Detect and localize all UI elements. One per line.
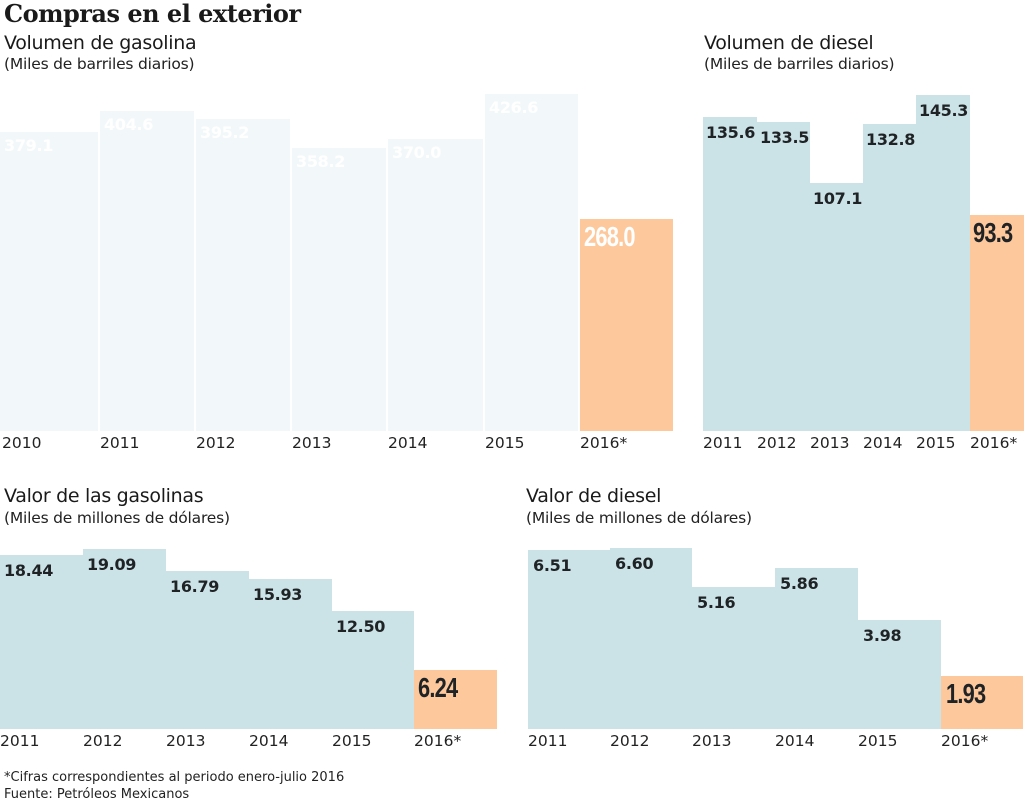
diesel-volume-value-label: 145.3 (919, 101, 969, 120)
footnote: *Cifras correspondientes al periodo ener… (4, 770, 345, 785)
gasoline-volume-title: Volumen de gasolina (4, 32, 197, 54)
gasoline-value-x-tick-label: 2015 (332, 732, 372, 750)
gasoline-value-title: Valor de las gasolinas (4, 485, 204, 507)
diesel-value-chart: 6.51 2011 6.60 2012 5.16 2013 5.86 2014 3.98 2015… (528, 548, 1023, 750)
diesel-value-x-tick-label: 2016* (941, 732, 989, 750)
diesel-value-x-tick-label: 2011 (528, 732, 568, 750)
diesel-volume-title: Volumen de diesel (704, 32, 874, 54)
diesel-value-value-label: 1.93 (946, 678, 986, 710)
main-title: Compras en el exterior (4, 0, 301, 28)
gasoline-value-bar (249, 578, 332, 729)
gasoline-volume-bar (196, 118, 290, 431)
diesel-volume-value-label: 135.6 (706, 123, 756, 143)
gasoline-value-value-label: 6.24 (418, 672, 458, 704)
diesel-value-value-label: 5.86 (780, 574, 819, 594)
gasoline-volume-bar (388, 138, 483, 431)
gasoline-value-x-tick-label: 2012 (83, 732, 123, 750)
gasoline-value-x-tick-label: 2016* (414, 732, 462, 750)
gasoline-volume-bar-highlight (580, 219, 673, 431)
diesel-volume-bar (810, 183, 863, 431)
gasoline-volume-chart: 379.1 2010 404.6 2011 395.2 2012 358.2 2013 370.… (0, 0, 680, 460)
diesel-value-subtitle: (Miles de millones de dólares) (526, 509, 752, 527)
gasoline-volume-bar (0, 131, 98, 431)
diesel-volume-x-tick-label: 2014 (863, 434, 903, 452)
gasoline-value-value-label: 15.93 (253, 584, 303, 604)
gasoline-value-bar (332, 611, 414, 729)
diesel-volume-subtitle: (Miles de barriles diarios) (704, 55, 895, 73)
diesel-value-bar (692, 587, 775, 729)
gasoline-volume-bar (485, 94, 578, 431)
diesel-volume-value-label: 133.5 (760, 128, 810, 148)
gasoline-value-bar (0, 555, 83, 729)
gasoline-volume-value-label: 370.0 (392, 142, 442, 162)
diesel-value-value-label: 6.60 (615, 554, 654, 573)
gasoline-volume-x-tick-label: 2015 (485, 434, 525, 452)
diesel-volume-x-tick-label: 2011 (703, 434, 743, 452)
diesel-volume-x-tick-label: 2012 (757, 434, 797, 452)
diesel-volume-bar (863, 123, 916, 431)
diesel-value-title: Valor de diesel (526, 485, 662, 507)
diesel-volume-value-label: 93.3 (973, 217, 1013, 249)
gasoline-value-subtitle: (Miles de millones de dólares) (4, 509, 230, 527)
gasoline-value-x-tick-label: 2011 (0, 732, 40, 750)
diesel-value-bar (858, 619, 941, 729)
gasoline-volume-x-tick-label: 2010 (2, 434, 42, 452)
diesel-value-value-label: 6.51 (533, 556, 572, 576)
gasoline-volume-x-tick-label: 2014 (388, 434, 428, 452)
gasoline-value-bar-highlight (414, 670, 497, 729)
gasoline-volume-value-label: 426.6 (489, 98, 539, 117)
gasoline-volume-value-label: 358.2 (296, 152, 346, 172)
diesel-value-x-tick-label: 2013 (692, 732, 732, 750)
gasoline-value-value-label: 12.50 (336, 617, 386, 637)
gasoline-volume-value-label: 268.0 (584, 221, 636, 253)
gasoline-volume-value-label: 404.6 (104, 115, 154, 135)
source-note: Fuente: Petróleos Mexicanos (4, 787, 190, 802)
diesel-volume-value-label: 132.8 (866, 129, 916, 149)
gasoline-value-chart: 18.44 2011 19.09 2012 16.79 2013 15.93 2014 12.5… (0, 0, 520, 760)
gasoline-value-value-label: 19.09 (87, 555, 137, 574)
diesel-volume-x-tick-label: 2013 (810, 434, 850, 452)
diesel-volume-bar (916, 95, 970, 431)
diesel-volume-bar-highlight (970, 215, 1024, 431)
diesel-value-value-label: 5.16 (697, 593, 736, 613)
gasoline-value-bar (166, 570, 249, 729)
gasoline-volume-x-tick-label: 2016* (580, 434, 628, 452)
gasoline-volume-x-tick-label: 2012 (196, 434, 236, 452)
gasoline-volume-x-tick-label: 2013 (292, 434, 332, 452)
gasoline-value-value-label: 16.79 (170, 576, 220, 596)
diesel-value-x-tick-label: 2012 (610, 732, 650, 750)
diesel-volume-x-tick-label: 2015 (916, 434, 956, 452)
diesel-value-bar (775, 568, 858, 729)
diesel-volume-value-label: 107.1 (813, 189, 863, 209)
diesel-value-bar-highlight (941, 676, 1023, 729)
diesel-value-value-label: 3.98 (863, 625, 902, 645)
diesel-value-x-tick-label: 2014 (775, 732, 815, 750)
gasoline-volume-x-tick-label: 2011 (100, 434, 140, 452)
gasoline-volume-bar (100, 111, 194, 431)
gasoline-volume-value-label: 395.2 (200, 122, 250, 142)
diesel-value-bar (610, 548, 692, 729)
gasoline-value-x-tick-label: 2014 (249, 732, 289, 750)
gasoline-volume-value-label: 379.1 (4, 135, 54, 155)
gasoline-volume-bar (292, 148, 386, 431)
diesel-volume-bar (703, 117, 757, 431)
gasoline-value-bar (83, 549, 166, 729)
diesel-value-x-tick-label: 2015 (858, 732, 898, 750)
gasoline-volume-subtitle: (Miles de barriles diarios) (4, 55, 195, 73)
gasoline-value-value-label: 18.44 (4, 561, 54, 581)
diesel-volume-x-tick-label: 2016* (970, 434, 1018, 452)
diesel-volume-chart: 135.6 2011 133.5 2012 107.1 2013 132.8 2014 145.… (703, 95, 1024, 452)
diesel-volume-bar (757, 122, 810, 431)
gasoline-value-x-tick-label: 2013 (166, 732, 206, 750)
diesel-value-bar (528, 550, 610, 729)
